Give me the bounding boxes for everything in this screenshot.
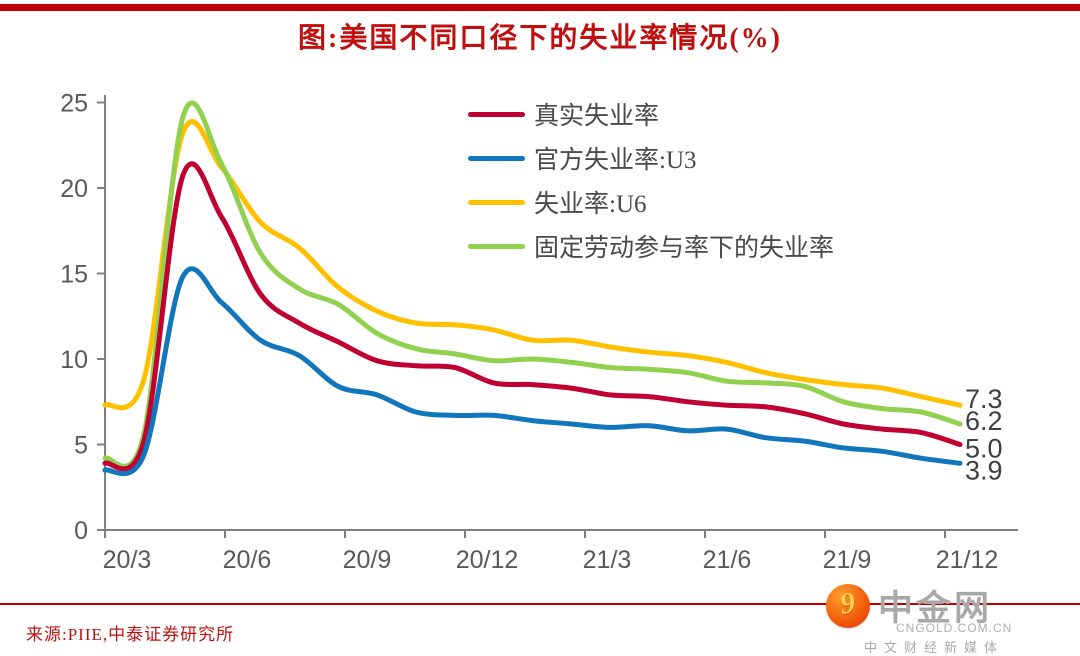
- legend-swatch-green: [468, 243, 525, 249]
- end-value-label: 6.2: [965, 406, 1003, 436]
- page-title: 图:美国不同口径下的失业率情况(%): [298, 23, 782, 54]
- legend-item-u6: 失业率:U6: [468, 180, 834, 224]
- end-value-label: 7.3: [965, 384, 1003, 414]
- unemployment-line-chart: 0 5 10 15 20 25 20/3 20/6 20/9 20/12 21/3 21/6 21/9 2…: [60, 90, 1018, 574]
- legend-label: 真实失业率: [534, 103, 660, 130]
- series-line-真实失业率: [102, 161, 963, 472]
- cngold-watermark: 9 中金网 CNGOLD.COM.CN 中文财经新媒体: [812, 580, 1072, 655]
- legend-item-u3: 官方失业率:U3: [468, 136, 834, 180]
- x-tick-label: 21/6: [703, 546, 752, 574]
- x-tick-label: 21/9: [823, 546, 872, 574]
- legend-label: 失业率:U6: [534, 191, 647, 218]
- legend-item-true-unemployment: 真实失业率: [468, 92, 834, 136]
- y-tick-label: 10: [60, 346, 88, 374]
- swirl-glyph-icon: 9: [837, 586, 857, 621]
- x-tick-label: 20/12: [456, 546, 519, 574]
- bottom-divider-line: [0, 603, 1080, 605]
- y-tick-label: 15: [60, 261, 88, 289]
- legend-swatch-blue: [468, 155, 525, 161]
- y-tick-label: 0: [74, 517, 88, 545]
- x-tick-label: 20/9: [343, 546, 392, 574]
- y-tick-label: 20: [60, 175, 88, 203]
- chart-legend: 真实失业率 官方失业率:U3 失业率:U6 固定劳动参与率下的失业率: [468, 92, 834, 268]
- watermark-brand: 中金网: [878, 589, 993, 628]
- end-value-label: 3.9: [965, 455, 1003, 485]
- x-tick-label: 20/6: [223, 546, 272, 574]
- y-tick-label: 25: [60, 90, 88, 118]
- series-line-固定劳动参与率下的失业率: [102, 100, 963, 469]
- watermark-domain: CNGOLD.COM.CN: [896, 621, 1013, 635]
- x-tick-label: 21/3: [583, 546, 632, 574]
- cngold-logo-icon: 9: [826, 584, 870, 628]
- legend-label: 固定劳动参与率下的失业率: [534, 235, 835, 262]
- x-tick-label: 20/3: [103, 546, 152, 574]
- legend-item-fixed-lfpr: 固定劳动参与率下的失业率: [468, 224, 834, 268]
- x-tick-label: 21/12: [936, 546, 999, 574]
- top-accent-bar: [0, 4, 1080, 11]
- legend-label: 官方失业率:U3: [534, 147, 697, 174]
- legend-swatch-red: [468, 111, 525, 117]
- series-line-官方失业率:U3: [102, 266, 963, 477]
- end-value-label: 5.0: [965, 434, 1003, 464]
- series-line-失业率:U6: [102, 119, 963, 411]
- source-text: 来源:PIIE,中泰证券研究所: [26, 625, 235, 644]
- legend-swatch-yellow: [468, 199, 525, 205]
- watermark-tagline: 中文财经新媒体: [864, 640, 1005, 655]
- y-tick-label: 5: [74, 432, 88, 460]
